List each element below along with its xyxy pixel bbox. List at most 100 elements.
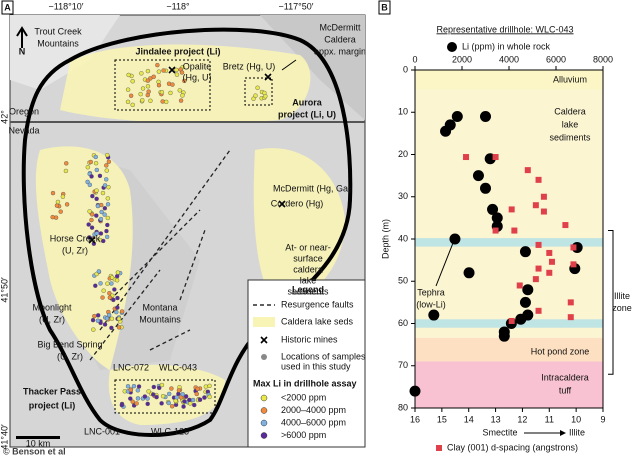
- sample-dot: [203, 384, 209, 389]
- leader: [281, 59, 297, 71]
- place-label: surface: [293, 253, 323, 263]
- sample-dot: [54, 203, 60, 208]
- clay-point: [535, 307, 542, 314]
- terrain: [10, 15, 120, 90]
- illite-label: zone: [612, 303, 632, 313]
- legend-label: 4000–6000 ppm: [281, 417, 346, 427]
- sample-dot: [194, 391, 199, 397]
- sample-dot: [160, 99, 165, 104]
- sample-dot: [125, 384, 131, 389]
- x2-tick-label: 12: [517, 414, 527, 424]
- y-axis-label: Depth (m): [380, 219, 390, 259]
- sample-dot: [166, 400, 171, 406]
- sample-dot: [190, 397, 196, 403]
- place-label: Moonlight: [32, 302, 72, 312]
- place-label: Jindalee project (Li): [135, 46, 220, 56]
- sample-dot: [109, 281, 114, 286]
- place-label: Oregon: [9, 106, 39, 116]
- li-point: [428, 309, 440, 321]
- sample-dot: [125, 87, 131, 92]
- sample-dot: [148, 98, 153, 103]
- sample-dot: [168, 90, 173, 96]
- place-label: Aurora: [292, 97, 322, 107]
- place-label: WLC-043: [159, 362, 197, 372]
- sample-dot: [195, 386, 200, 392]
- sample-dot: [64, 202, 70, 207]
- y-tick-label: 70: [398, 360, 408, 370]
- lat-tick: 41°40′: [0, 424, 9, 450]
- sample-dot: [90, 193, 95, 199]
- y-tick-label: 0: [403, 64, 408, 74]
- chart-title: Representative drillhole: WLC-043: [436, 24, 573, 34]
- clay-point: [532, 276, 539, 283]
- clay-point: [546, 249, 553, 256]
- legend-swatch: [260, 432, 268, 439]
- sample-dot: [145, 78, 151, 83]
- lon-tick: −117°50′: [279, 1, 314, 11]
- sample-dot: [105, 215, 111, 221]
- clay-point: [567, 314, 574, 321]
- sample-dot: [174, 67, 179, 73]
- sample-dot: [135, 388, 141, 393]
- sample-dot: [169, 386, 174, 391]
- legend-label: Clay (001) d-spacing (angstrons): [447, 442, 578, 452]
- place-label: Bretz (Hg, U): [223, 61, 276, 71]
- zone-label: Alluvium: [553, 74, 587, 84]
- mine: [88, 236, 96, 244]
- sample-dot: [146, 89, 151, 94]
- sample-dot: [146, 389, 151, 394]
- sample-dot: [93, 161, 99, 166]
- li-point: [498, 330, 510, 342]
- sample-dot: [116, 325, 122, 330]
- sample-dot: [176, 388, 182, 393]
- place-label: project (Li): [29, 400, 76, 410]
- sample-dot: [93, 283, 98, 288]
- li-point: [449, 233, 461, 245]
- li-point: [519, 296, 531, 308]
- sample-dot: [262, 90, 267, 96]
- sample-dot: [145, 68, 151, 74]
- sample-dot: [160, 393, 166, 399]
- sample-dot: [181, 404, 186, 409]
- fault: [109, 209, 201, 301]
- illite-bracket: [608, 230, 614, 375]
- x-tick-label: 6000: [546, 54, 566, 64]
- sample-dot: [192, 402, 197, 408]
- sample-dot: [128, 387, 133, 393]
- sample-dot: [126, 72, 131, 78]
- legend-label: used in this study: [281, 361, 351, 371]
- sample-dot: [253, 93, 258, 98]
- sample-dot: [102, 183, 108, 188]
- place-label: At- or near-: [285, 242, 331, 252]
- legend-sample: [261, 354, 267, 360]
- x-tick-label: 2000: [452, 54, 472, 64]
- sample-dot: [119, 309, 125, 314]
- lat-tick: 42°: [0, 110, 9, 124]
- legend-subtitle: Max Li in drillhole assay: [253, 378, 357, 388]
- sample-dot: [105, 281, 110, 286]
- place-label: Caldera: [324, 34, 356, 44]
- clay-point: [535, 265, 542, 272]
- sample-dot: [109, 316, 115, 321]
- sample-dot: [104, 316, 110, 321]
- x2-tick-label: 10: [571, 414, 581, 424]
- sample-dot: [104, 163, 109, 168]
- lon-tick: −118°10′: [49, 1, 84, 11]
- place-label: Mountains: [139, 314, 181, 324]
- sample-dot: [151, 74, 156, 79]
- sample-dot: [183, 394, 189, 399]
- sample-dot: [154, 394, 159, 400]
- zone: [415, 361, 603, 408]
- clay-point: [516, 282, 523, 289]
- li-point: [480, 110, 491, 122]
- sample-dot: [187, 397, 192, 403]
- sample-dot: [174, 72, 180, 77]
- x2-axis-label: Smectite: [482, 427, 517, 437]
- sample-dot: [134, 401, 139, 406]
- sample-dot: [89, 217, 94, 223]
- sample-dot: [157, 385, 162, 391]
- annotation-arrow: [432, 310, 435, 314]
- clay-point: [562, 222, 569, 229]
- clay-point: [535, 241, 542, 248]
